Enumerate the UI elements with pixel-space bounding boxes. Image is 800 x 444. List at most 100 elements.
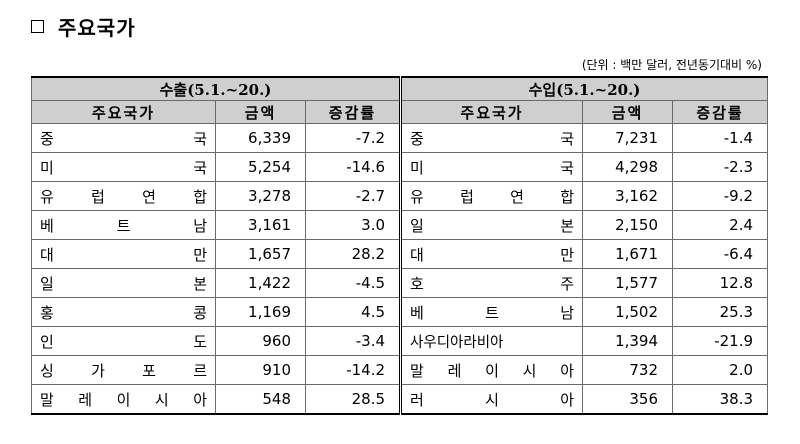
table-row: 대 만 1,657 28.2 대 만 1,671 -6.4: [31, 239, 769, 269]
export-amount-cell: 6,339: [215, 123, 306, 153]
section-heading: 주요국가: [31, 12, 136, 41]
import-change-cell: 2.4: [672, 210, 769, 240]
table-row: 미 국 5,254 -14.6 미 국 4,298 -2.3: [31, 152, 769, 182]
export-amount-cell: 3,161: [215, 210, 306, 240]
import-change-header: 증감률: [672, 100, 769, 124]
export-change-cell: -14.6: [304, 152, 402, 182]
export-change-cell: 28.5: [304, 384, 402, 415]
section-title: 주요국가: [58, 16, 136, 40]
table-row: 싱 가 포 르 910 -14.2 말 레 이 시 아 732 2.0: [31, 355, 769, 385]
export-change-cell: -7.2: [304, 123, 402, 153]
table-row: 유 럽 연 합 3,278 -2.7 유 럽 연 합 3,162 -9.2: [31, 181, 769, 211]
table-body: 중 국 6,339 -7.2 중 국 7,231 -1.4 미 국 5,254 -14.6 미 국 4,29…: [31, 123, 769, 415]
import-change-cell: 12.8: [672, 268, 769, 298]
export-change-cell: 4.5: [304, 297, 402, 327]
table-row: 말 레 이 시 아 548 28.5 러 시 아 356 38.3: [31, 384, 769, 415]
table-row: 인 도 960 -3.4 사우디아라비아 1,394 -21.9: [31, 326, 769, 356]
table-row: 일 본 1,422 -4.5 호 주 1,577 12.8: [31, 268, 769, 298]
import-amount-cell: 1,394: [582, 326, 674, 356]
import-change-cell: -6.4: [672, 239, 769, 269]
export-change-cell: 28.2: [304, 239, 402, 269]
export-country-header: 주요국가: [31, 100, 216, 124]
export-amount-cell: 960: [215, 326, 306, 356]
import-amount-cell: 732: [582, 355, 674, 385]
table-row: 베 트 남 3,161 3.0 일 본 2,150 2.4: [31, 210, 769, 240]
export-amount-cell: 910: [215, 355, 306, 385]
export-amount-cell: 1,169: [215, 297, 306, 327]
column-header-row: 주요국가 금액 증감률 주요국가 금액 증감률: [31, 100, 769, 124]
import-change-cell: 38.3: [672, 384, 769, 415]
import-change-cell: -21.9: [672, 326, 769, 356]
import-amount-cell: 1,577: [582, 268, 674, 298]
export-change-header: 증감률: [304, 100, 402, 124]
import-change-cell: -9.2: [672, 181, 769, 211]
table-row: 중 국 6,339 -7.2 중 국 7,231 -1.4: [31, 123, 769, 153]
export-change-cell: -3.4: [304, 326, 402, 356]
import-country-cell: 사우디아라비아: [399, 326, 584, 356]
import-amount-cell: 2,150: [582, 210, 674, 240]
import-amount-cell: 356: [582, 384, 674, 415]
export-amount-cell: 3,278: [215, 181, 306, 211]
unit-note: (단위 : 백만 달러, 전년동기대비 %): [581, 58, 762, 72]
export-change-cell: 3.0: [304, 210, 402, 240]
table-row: 홍 콩 1,169 4.5 베 트 남 1,502 25.3: [31, 297, 769, 327]
import-amount-cell: 7,231: [582, 123, 674, 153]
export-amount-cell: 548: [215, 384, 306, 415]
import-country-header: 주요국가: [399, 100, 584, 124]
import-change-cell: 2.0: [672, 355, 769, 385]
export-change-cell: -2.7: [304, 181, 402, 211]
export-amount-cell: 5,254: [215, 152, 306, 182]
group-header-row: 수출(5.1.~20.) 수입(5.1.~20.): [30, 76, 769, 101]
import-amount-cell: 3,162: [582, 181, 674, 211]
import-group-header: 수입(5.1.~20.): [399, 76, 769, 101]
import-amount-cell: 1,502: [582, 297, 674, 327]
export-amount-cell: 1,422: [215, 268, 306, 298]
import-change-cell: -1.4: [672, 123, 769, 153]
checkbox-square-icon: [31, 20, 44, 33]
import-change-cell: -2.3: [672, 152, 769, 182]
import-amount-cell: 4,298: [582, 152, 674, 182]
import-change-cell: 25.3: [672, 297, 769, 327]
export-group-header: 수출(5.1.~20.): [30, 76, 402, 101]
import-amount-header: 금액: [582, 100, 674, 124]
export-amount-cell: 1,657: [215, 239, 306, 269]
export-amount-header: 금액: [215, 100, 306, 124]
import-amount-cell: 1,671: [582, 239, 674, 269]
export-change-cell: -14.2: [304, 355, 402, 385]
